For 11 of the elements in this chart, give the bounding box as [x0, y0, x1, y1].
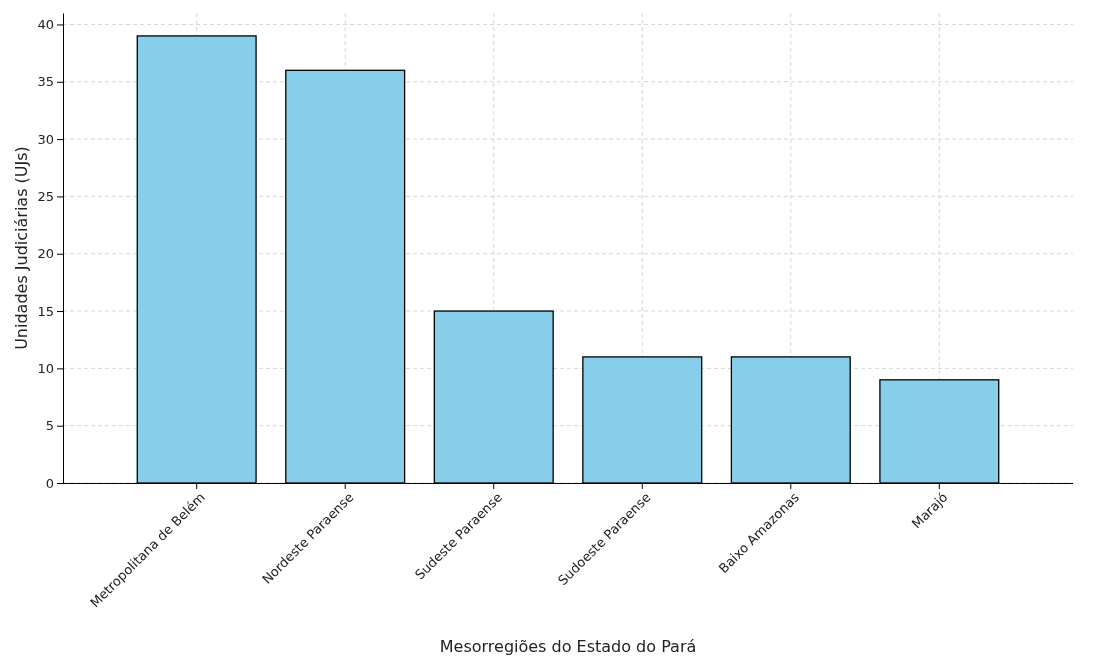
y-axis-title: Unidades Judiciárias (UJs) [12, 146, 31, 350]
y-tick-label: 10 [37, 361, 54, 377]
y-tick-label: 40 [37, 17, 54, 33]
y-tick-label: 35 [37, 74, 54, 90]
y-tick-label: 0 [45, 475, 54, 491]
x-axis-title: Mesorregiões do Estado do Pará [439, 637, 697, 656]
y-tick-label: 30 [37, 131, 54, 147]
y-tick-label: 5 [45, 418, 54, 434]
y-tick-label: 15 [37, 303, 54, 319]
y-tick-label: 20 [37, 246, 54, 262]
y-tick-label: 25 [37, 189, 54, 205]
